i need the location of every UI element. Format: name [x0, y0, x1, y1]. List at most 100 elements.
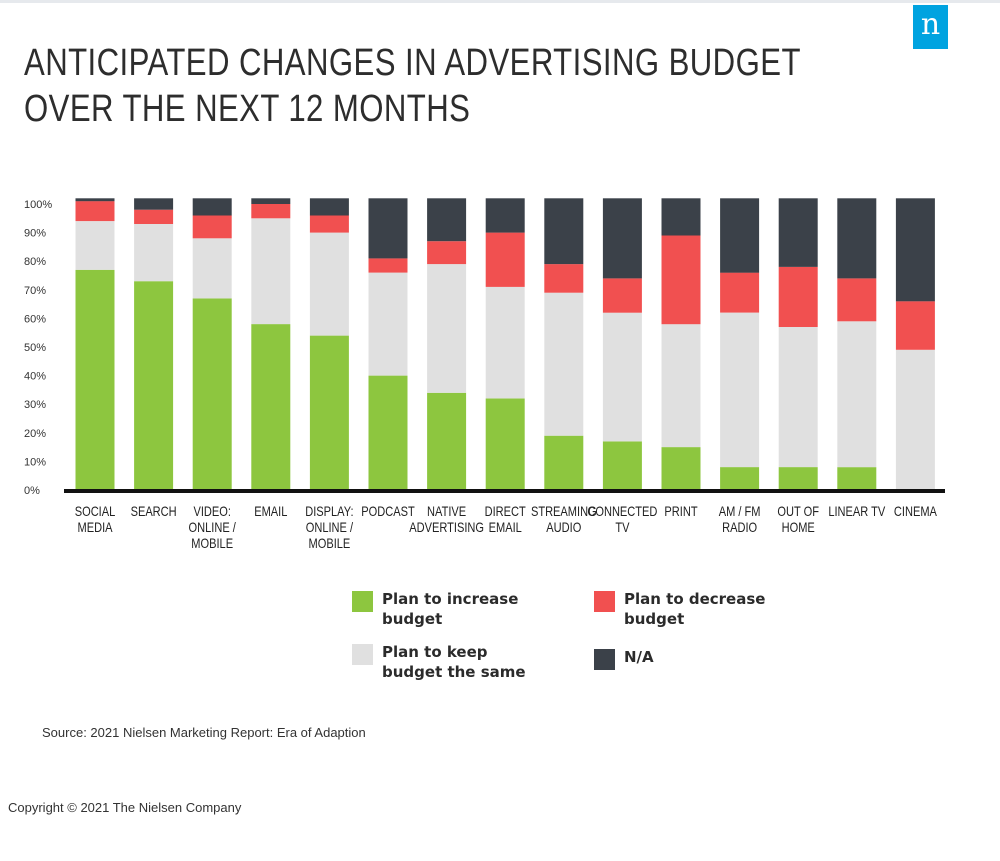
x-tick-label: VIDEO: ONLINE / MOBILE: [189, 504, 237, 551]
x-tick-label-line: MOBILE: [309, 536, 351, 551]
bar-segment-same: [134, 224, 174, 282]
stacked-bar-chart: 0%10%20%30%40%50%60%70%80%90%100%SOCIAL M…: [24, 198, 945, 551]
chart-title: ANTICIPATED CHANGES IN ADVERTISING BUDGE…: [24, 40, 801, 132]
bar-segment-decrease: [368, 258, 408, 273]
x-tick-label: STREAMING AUDIO: [531, 504, 597, 535]
bar-segment-na: [485, 198, 525, 233]
bar-segment-increase: [485, 398, 525, 490]
bar-segment-na: [544, 198, 584, 265]
x-tick-label-line: RADIO: [722, 520, 757, 535]
bar-segment-decrease: [895, 301, 935, 350]
bar-segment-increase: [602, 441, 642, 490]
top-border: [0, 0, 1000, 3]
legend-label-same: Plan to keep budget the same: [382, 643, 526, 681]
x-tick-label: LINEAR TV: [828, 504, 886, 519]
x-tick-label-line: MEDIA: [77, 520, 113, 535]
bar-segment-same: [602, 312, 642, 442]
x-tick-label: NATIVE ADVERTISING: [409, 504, 484, 535]
bar-segment-decrease: [309, 215, 349, 233]
bar-segment-decrease: [192, 215, 232, 239]
x-tick-label-line: PODCAST: [361, 504, 415, 519]
x-tick-label-line: LINEAR TV: [828, 504, 886, 519]
bar-segment-na: [134, 198, 174, 210]
bar-segment-same: [837, 321, 877, 468]
legend-label-na: N/A: [624, 648, 654, 666]
y-tick-label: 30%: [24, 399, 46, 411]
bar-segment-increase: [192, 298, 232, 490]
x-tick-label-line: ONLINE /: [306, 520, 354, 535]
legend-swatch-increase: [352, 591, 373, 612]
x-tick-label: CINEMA: [894, 504, 938, 519]
legend-label-decrease: Plan to decrease budget: [624, 590, 766, 628]
x-tick-label-line: MOBILE: [191, 536, 233, 551]
bar-segment-same: [661, 324, 701, 448]
x-tick-label-line: AM / FM: [719, 504, 761, 519]
bar-segment-same: [544, 292, 584, 436]
bar-segment-same: [192, 238, 232, 299]
bar-segment-decrease: [485, 232, 525, 287]
chart-title-line-2: OVER THE NEXT 12 MONTHS: [24, 88, 471, 130]
bar-segment-decrease: [661, 235, 701, 325]
bar-segment-increase: [544, 435, 584, 490]
bar-segment-na: [368, 198, 408, 259]
x-tick-label-line: SOCIAL: [75, 504, 116, 519]
bar-segment-na: [251, 198, 291, 204]
bar-segment-increase: [368, 375, 408, 490]
bar-segment-increase: [134, 281, 174, 490]
bar-segment-na: [720, 198, 760, 273]
bar-segment-na: [427, 198, 467, 242]
bar-segment-na: [661, 198, 701, 236]
bar-segment-decrease: [251, 204, 291, 219]
bar-segment-increase: [778, 467, 818, 490]
bar-segment-decrease: [837, 278, 877, 322]
x-tick-label: SEARCH: [131, 504, 177, 519]
bar-segment-same: [485, 286, 525, 399]
x-tick-label-line: HOME: [782, 520, 815, 535]
x-tick-label-line: STREAMING: [531, 504, 597, 519]
chart-title-line-1: ANTICIPATED CHANGES IN ADVERTISING BUDGE…: [24, 42, 801, 84]
y-tick-label: 0%: [24, 485, 40, 497]
x-tick-label: DISPLAY: ONLINE / MOBILE: [305, 504, 353, 551]
bar-segment-same: [778, 327, 818, 468]
x-tick-label: PRINT: [664, 504, 698, 519]
bar-segment-increase: [309, 335, 349, 490]
x-tick-label: PODCAST: [361, 504, 415, 519]
x-tick-label-line: DIRECT: [485, 504, 527, 519]
x-tick-label-line: EMAIL: [489, 520, 522, 535]
bar-segment-na: [837, 198, 877, 279]
bar-segment-decrease: [544, 264, 584, 293]
bar-segment-decrease: [720, 272, 760, 313]
bar-segment-increase: [661, 447, 701, 490]
bar-segment-decrease: [75, 201, 115, 222]
y-tick-label: 90%: [24, 228, 46, 240]
copyright-note: Copyright © 2021 The Nielsen Company: [8, 800, 242, 815]
legend-swatch-na: [594, 649, 615, 670]
bar-segment-increase: [251, 324, 291, 490]
y-tick-label: 60%: [24, 313, 46, 325]
y-tick-label: 40%: [24, 371, 46, 383]
y-tick-label: 20%: [24, 428, 46, 440]
x-tick-label-line: SEARCH: [131, 504, 177, 519]
y-tick-label: 50%: [24, 342, 46, 354]
nielsen-logo: n: [913, 5, 948, 49]
x-tick-label-line: NATIVE: [427, 504, 466, 519]
x-tick-label-line: CINEMA: [894, 504, 938, 519]
x-tick-label-line: ONLINE /: [189, 520, 237, 535]
x-tick-label-line: ADVERTISING: [409, 520, 484, 535]
bar-segment-same: [720, 312, 760, 468]
x-tick-label: EMAIL: [254, 504, 287, 519]
legend-swatch-decrease: [594, 591, 615, 612]
x-tick-label: AM / FM RADIO: [719, 504, 761, 535]
y-tick-label: 80%: [24, 256, 46, 268]
x-tick-label-line: VIDEO:: [193, 504, 230, 519]
x-tick-label: SOCIAL MEDIA: [75, 504, 116, 535]
x-tick-label-line: PRINT: [664, 504, 698, 519]
x-tick-label: OUT OF HOME: [777, 504, 819, 535]
bar-segment-na: [602, 198, 642, 279]
bar-segment-increase: [75, 269, 115, 490]
bar-segment-na: [778, 198, 818, 267]
x-tick-label-line: OUT OF: [777, 504, 819, 519]
y-tick-label: 70%: [24, 285, 46, 297]
bar-segment-decrease: [602, 278, 642, 313]
x-tick-label: CONNECTED TV: [587, 504, 657, 535]
